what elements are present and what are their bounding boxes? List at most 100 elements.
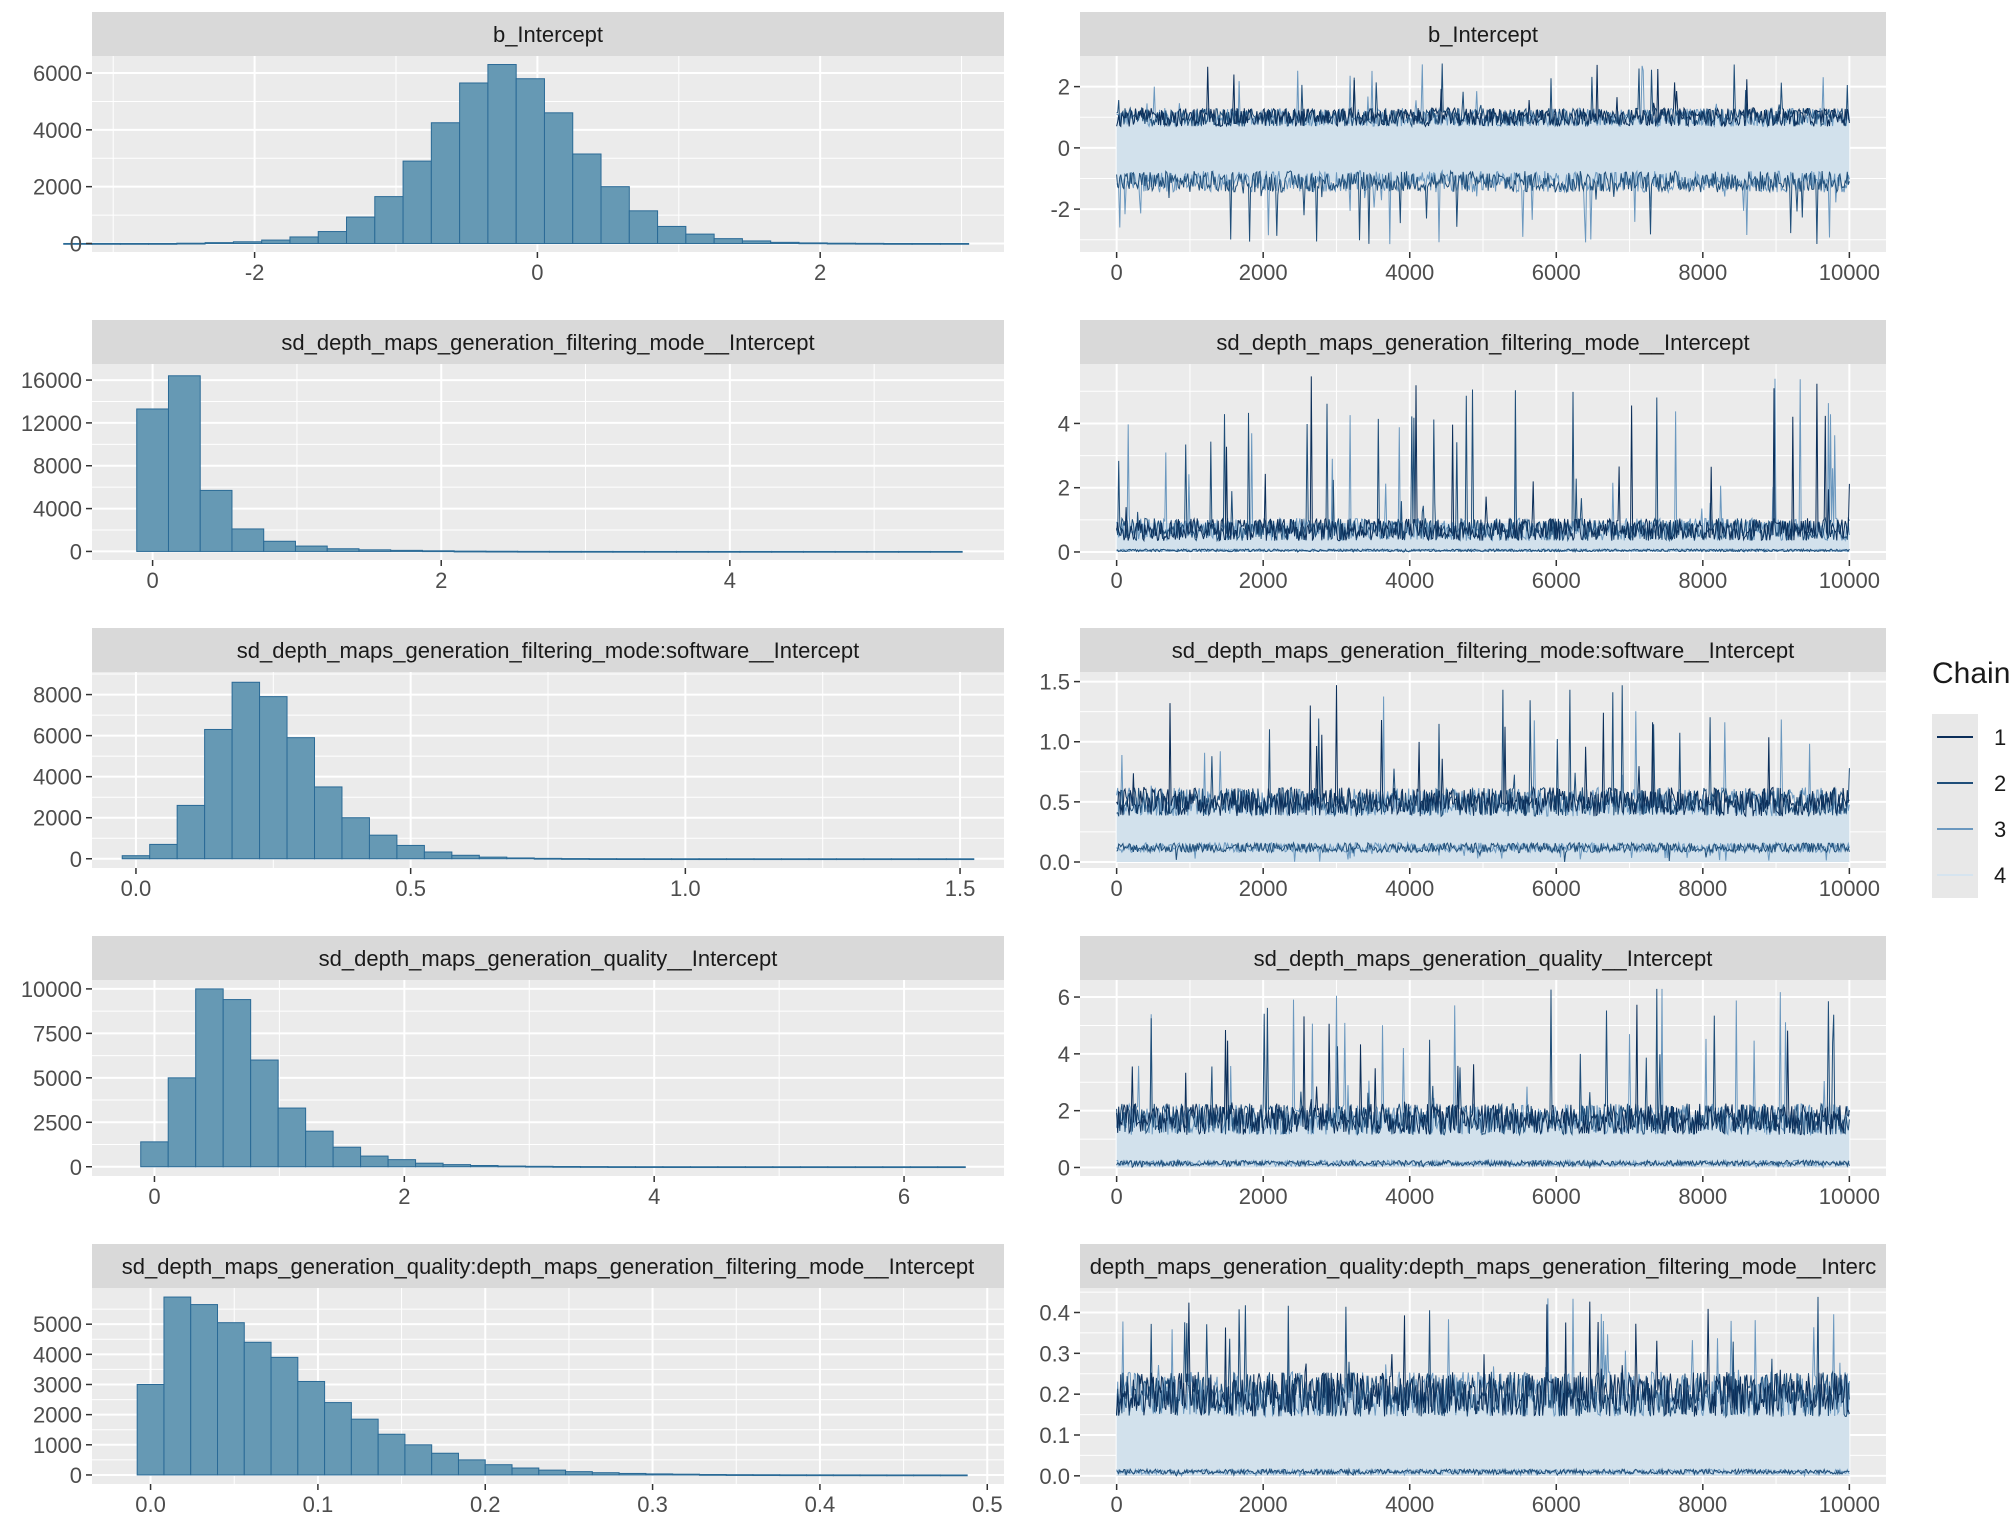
histogram-bar — [261, 239, 291, 244]
y-tick-label: 0.0 — [1039, 850, 1070, 875]
histogram-bar — [119, 242, 150, 245]
histogram-bar — [222, 999, 252, 1168]
x-tick-label: 10000 — [1819, 260, 1880, 285]
x-tick-label: 1.5 — [945, 876, 976, 901]
histogram-bar — [358, 549, 392, 552]
x-tick-label: 2 — [435, 568, 447, 593]
y-tick-label: 0 — [1058, 540, 1070, 565]
facet-strip-label: sd_depth_maps_generation_filtering_mode:… — [1172, 638, 1795, 663]
y-tick-label: 0 — [70, 539, 82, 564]
histogram-bar — [396, 844, 425, 860]
facet-strip-label: sd_depth_maps_generation_quality__Interc… — [1254, 946, 1713, 971]
y-tick-label: 4000 — [33, 118, 82, 143]
x-tick-label: 8000 — [1678, 568, 1727, 593]
histogram-bar — [231, 681, 261, 860]
x-tick-label: 10000 — [1819, 568, 1880, 593]
x-tick-label: 0.0 — [121, 876, 152, 901]
x-tick-label: 6000 — [1532, 1184, 1581, 1209]
histogram-bar — [136, 408, 169, 552]
histogram-panel-3: sd_depth_maps_generation_filtering_mode:… — [33, 628, 1004, 901]
facet-strip-label: sd_depth_maps_generation_quality:depth_m… — [122, 1254, 975, 1279]
facet-strip-label: sd_depth_maps_generation_filtering_mode:… — [237, 638, 860, 663]
x-tick-label: 4 — [648, 1184, 660, 1209]
y-tick-label: 0 — [1058, 1155, 1070, 1180]
chain-2-trace — [1116, 389, 1850, 543]
histogram-bar — [317, 231, 348, 244]
legend-label: 4 — [1994, 863, 2006, 888]
histogram-bar — [863, 858, 892, 861]
histogram-bar — [657, 225, 687, 244]
histogram-bar — [140, 1141, 169, 1168]
histogram-bar — [294, 545, 328, 552]
histogram-bar — [259, 696, 288, 860]
histogram-bar — [672, 1473, 700, 1476]
x-tick-label: 2000 — [1239, 260, 1288, 285]
histogram-bar — [580, 550, 614, 553]
x-tick-label: 2000 — [1239, 876, 1288, 901]
chain-1-trace — [1116, 64, 1850, 128]
histogram-bar — [497, 1165, 527, 1168]
y-tick-label: 4000 — [33, 1342, 82, 1367]
histogram-bar — [890, 858, 920, 861]
facet-strip — [92, 628, 1004, 672]
histogram-bar — [834, 550, 868, 553]
y-tick-label: 5000 — [33, 1066, 82, 1091]
histogram-bar — [717, 1166, 746, 1169]
y-tick-label: 1.0 — [1039, 730, 1070, 755]
chain-4-band — [1116, 804, 1850, 862]
histogram-bar — [883, 242, 913, 245]
histogram-bar — [685, 233, 715, 244]
histogram-bar — [548, 550, 582, 553]
y-tick-label: 0 — [1058, 136, 1070, 161]
histogram-bar — [929, 550, 963, 553]
histogram-bar — [741, 240, 772, 244]
legend-key-chain-4: 4 — [1932, 852, 2006, 898]
chain-1-trace — [1116, 1301, 1850, 1417]
facet-strip-label: sd_depth_maps_generation_quality__Interc… — [319, 946, 778, 971]
histogram-bar — [643, 858, 673, 861]
x-tick-label: 0.3 — [637, 1492, 668, 1517]
histogram-bar — [360, 1155, 389, 1168]
histogram-bar — [199, 489, 233, 552]
chain-2-lower-trace — [1116, 547, 1850, 554]
histogram-bar — [913, 1474, 941, 1477]
histogram-bar — [806, 1474, 834, 1477]
histogram-bar — [779, 1474, 808, 1477]
histogram-bar — [698, 1474, 727, 1476]
histogram-bar — [538, 1469, 567, 1476]
histogram-bar — [689, 1166, 719, 1169]
facet-strip — [1080, 936, 1886, 980]
y-tick-label: 4 — [1058, 411, 1070, 436]
x-tick-label: 8000 — [1678, 1492, 1727, 1517]
histogram-bar — [289, 236, 319, 244]
histogram-bar — [753, 858, 782, 861]
chain-1-trace — [1116, 1004, 1850, 1136]
histogram-bar — [827, 1166, 856, 1169]
histogram-bar — [250, 1059, 279, 1168]
histogram-bar — [204, 242, 234, 244]
y-tick-label: 0 — [70, 1155, 82, 1180]
y-tick-label: -2 — [1050, 197, 1070, 222]
trace-panel-5: depth_maps_generation_quality:depth_maps… — [1039, 1244, 1886, 1517]
x-tick-label: 4000 — [1385, 1492, 1434, 1517]
histogram-bar — [854, 1166, 884, 1169]
histogram-bar — [911, 242, 941, 245]
histogram-bar — [859, 1474, 888, 1477]
histogram-bar — [579, 1166, 609, 1168]
histogram-bar — [459, 82, 489, 244]
histogram-bar — [600, 186, 630, 244]
x-tick-label: 4000 — [1385, 260, 1434, 285]
y-tick-label: 0.5 — [1039, 790, 1070, 815]
histogram-bar — [487, 64, 517, 244]
y-tick-label: 2 — [1058, 476, 1070, 501]
y-tick-label: 7500 — [33, 1021, 82, 1046]
y-tick-label: 4000 — [33, 497, 82, 522]
histogram-bar — [565, 1471, 593, 1476]
histogram-bar — [533, 857, 563, 860]
histogram-bar — [591, 1472, 620, 1476]
y-tick-label: 0 — [70, 847, 82, 872]
histogram-bar — [939, 242, 970, 245]
x-tick-label: 0.5 — [972, 1492, 1003, 1517]
histogram-bar — [136, 1383, 165, 1476]
y-tick-label: 0.1 — [1039, 1423, 1070, 1448]
